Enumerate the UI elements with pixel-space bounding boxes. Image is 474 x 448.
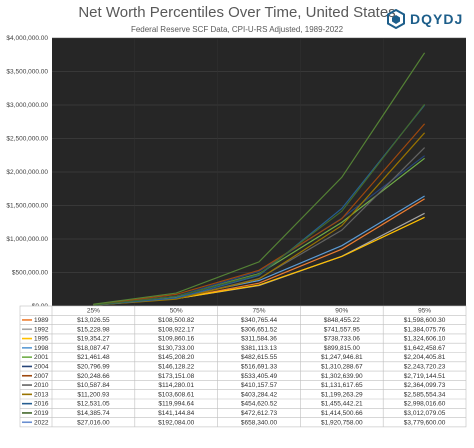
- table-cell-value: $192,084.00: [158, 419, 195, 426]
- table-cell-value: $2,204,405.81: [404, 354, 446, 361]
- table-cell-value: $1,199,263.29: [321, 391, 363, 398]
- table-cell-value: $1,642,458.67: [404, 345, 446, 352]
- y-tick-label: $1,500,000.00: [6, 203, 48, 210]
- table-cell-value: $141,144.84: [158, 410, 195, 417]
- brand-logo: DQYDJ: [386, 8, 466, 30]
- table-cell-value: $20,248.66: [77, 373, 110, 380]
- table-cell-value: $130,733.00: [158, 345, 195, 352]
- y-tick-label: $2,000,000.00: [6, 169, 48, 176]
- table-cell-value: $103,608.61: [158, 391, 195, 398]
- table-cell-value: $12,531.05: [77, 401, 110, 408]
- table-cell-value: $306,651.52: [241, 326, 278, 333]
- table-cell-value: $1,302,639.90: [321, 373, 363, 380]
- table-cell-value: $21,461.48: [77, 354, 110, 361]
- chart-subtitle: Federal Reserve SCF Data, CPI-U-RS Adjus…: [130, 25, 344, 34]
- table-cell-value: $738,733.06: [324, 336, 361, 343]
- table-cell-value: $108,500.82: [158, 317, 195, 324]
- table-cell-value: $1,384,075.76: [404, 326, 446, 333]
- y-tick-label: $3,500,000.00: [6, 69, 48, 76]
- table-cell-value: $20,796.99: [77, 364, 110, 371]
- table-cell-value: $146,128.22: [158, 364, 195, 371]
- table-cell-value: $27,016.00: [77, 419, 110, 426]
- table-cell-value: $18,087.47: [77, 345, 110, 352]
- legend-label: 2007: [34, 373, 49, 380]
- dqydj-logo-icon: [387, 9, 405, 29]
- table-cell-value: $15,228.98: [77, 326, 110, 333]
- table-cell-value: $19,354.27: [77, 336, 110, 343]
- legend-label: 2001: [34, 354, 49, 361]
- table-cell-value: $899,815.00: [324, 345, 361, 352]
- legend-label: 2019: [34, 410, 49, 417]
- series-line-2022: [93, 52, 426, 305]
- table-cell-value: $10,587.84: [77, 382, 110, 389]
- table-cell-value: $109,860.16: [158, 336, 195, 343]
- x-category-label: 25%: [87, 308, 100, 315]
- series-line-2007: [93, 123, 426, 306]
- legend-label: 2016: [34, 401, 49, 408]
- table-cell-value: $114,280.01: [158, 382, 194, 389]
- x-category-label: 50%: [170, 308, 183, 315]
- table-cell-value: $2,364,099.73: [404, 382, 446, 389]
- series-line-2013: [93, 132, 426, 306]
- table-cell-value: $108,922.17: [158, 326, 195, 333]
- table-cell-value: $145,208.20: [158, 354, 195, 361]
- table-cell-value: $848,455.22: [324, 317, 361, 324]
- table-cell-value: $1,131,617.65: [321, 382, 363, 389]
- table-cell-value: $533,405.49: [241, 373, 278, 380]
- table-cell-value: $1,310,288.67: [321, 364, 363, 371]
- legend-label: 2013: [34, 391, 49, 398]
- table-cell-value: $2,243,720.23: [404, 364, 446, 371]
- series-line-2016: [93, 104, 426, 306]
- table-cell-value: $2,585,554.34: [404, 391, 446, 398]
- y-tick-label: $500,000.00: [12, 270, 49, 277]
- y-tick-label: $1,000,000.00: [6, 236, 48, 243]
- legend-label: 2022: [34, 419, 49, 426]
- x-category-label: 95%: [418, 308, 431, 315]
- table-cell-value: $14,385.74: [77, 410, 110, 417]
- table-cell-value: $119,994.64: [158, 401, 194, 408]
- legend-label: 1992: [34, 326, 49, 333]
- table-cell-value: $1,455,442.21: [321, 401, 363, 408]
- legend-label: 2010: [34, 382, 49, 389]
- table-cell-value: $3,779,600.00: [404, 419, 446, 426]
- x-category-label: 75%: [252, 308, 265, 315]
- series-line-2019: [93, 103, 426, 306]
- table-cell-value: $381,113.13: [241, 345, 277, 352]
- table-cell-value: $340,765.44: [241, 317, 278, 324]
- table-cell-value: $454,620.52: [241, 401, 278, 408]
- table-cell-value: $741,557.95: [324, 326, 361, 333]
- table-cell-value: $410,157.57: [241, 382, 278, 389]
- table-cell-value: $1,247,946.81: [321, 354, 363, 361]
- table-cell-value: $311,584.36: [241, 336, 277, 343]
- table-cell-value: $11,200.93: [77, 391, 109, 398]
- legend-label: 2004: [34, 364, 49, 371]
- table-cell-value: $3,012,079.05: [404, 410, 446, 417]
- table-cell-value: $2,998,016.60: [404, 401, 446, 408]
- table-cell-value: $516,691.33: [241, 364, 278, 371]
- table-cell-value: $1,324,606.10: [404, 336, 446, 343]
- table-cell-value: $1,414,500.66: [321, 410, 363, 417]
- table-cell-value: $13,026.55: [77, 317, 110, 324]
- table-cell-value: $472,612.73: [241, 410, 278, 417]
- table-cell-value: $658,340.00: [241, 419, 278, 426]
- table-cell-value: $1,598,600.30: [404, 317, 446, 324]
- x-category-label: 90%: [335, 308, 348, 315]
- table-cell-value: $482,615.55: [241, 354, 278, 361]
- table-cell-value: $1,920,758.00: [321, 419, 363, 426]
- legend-label: 1989: [34, 317, 49, 324]
- chart-title: Net Worth Percentiles Over Time, United …: [78, 4, 396, 21]
- y-tick-label: $3,000,000.00: [6, 102, 48, 109]
- logo-text: DQYDJ: [410, 11, 464, 27]
- legend-label: 1998: [34, 345, 49, 352]
- data-table: [19, 305, 467, 428]
- legend-label: 1995: [34, 336, 49, 343]
- y-tick-label: $2,500,000.00: [6, 136, 48, 143]
- table-cell-value: $2,719,144.51: [404, 373, 446, 380]
- table-cell-value: $403,284.42: [241, 391, 278, 398]
- table-cell-value: $173,151.08: [158, 373, 195, 380]
- y-tick-label: $4,000,000.00: [6, 35, 48, 42]
